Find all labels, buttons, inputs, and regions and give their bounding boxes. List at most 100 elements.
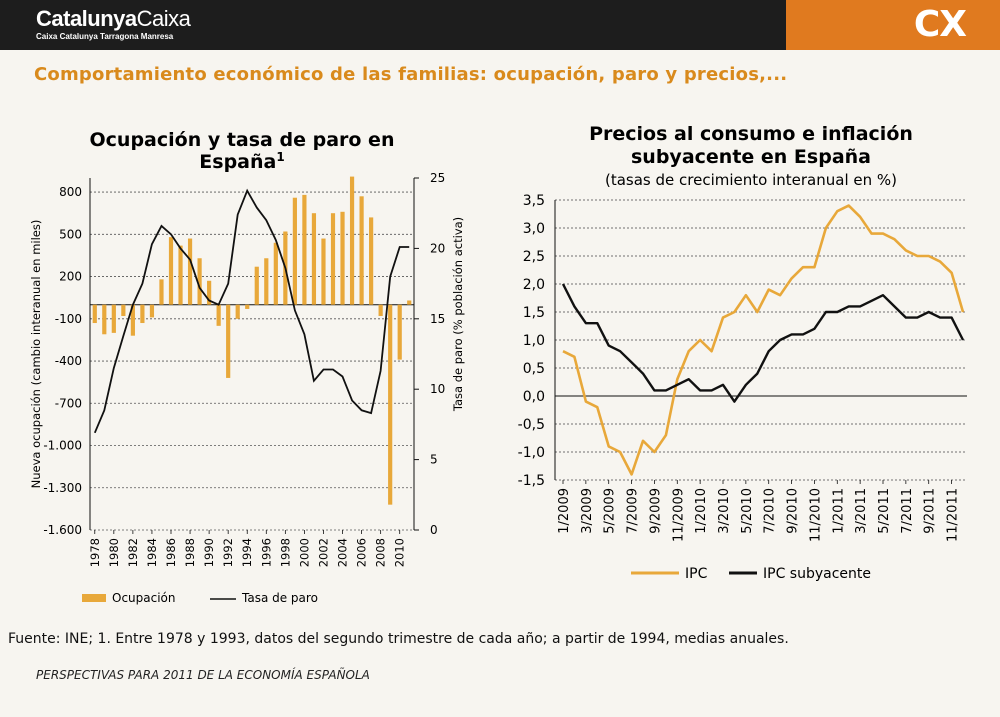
chart2-xtick-label: 3/2011 xyxy=(854,488,869,534)
chart1-bar-ocupacion xyxy=(254,266,259,305)
chart1-ytick-label: -400 xyxy=(55,354,82,368)
chart2-title-line2: subyacente en España xyxy=(631,146,871,168)
chart2-xtick-label: 5/2009 xyxy=(603,488,618,534)
chart1-xtick-label: 1980 xyxy=(107,538,121,567)
chart1-bar-ocupacion xyxy=(330,213,336,305)
chart1-xtick-label: 1996 xyxy=(259,538,273,567)
chart1-bar-ocupacion xyxy=(159,279,164,305)
chart1-ylabel: Nueva ocupación (cambio interanual en mi… xyxy=(29,220,43,489)
chart2-xtick-label: 7/2011 xyxy=(900,488,915,534)
chart1-y2tick-label: 10 xyxy=(430,382,445,396)
chart2-ytick-label: 2,5 xyxy=(523,249,545,265)
chart1-bar-ocupacion xyxy=(130,304,135,336)
brand-name-bold: Catalunya xyxy=(36,6,137,31)
chart1-bar-ocupacion xyxy=(187,238,193,305)
chart2-ytick-label: -1,0 xyxy=(518,445,545,461)
header-accent-block xyxy=(786,0,1000,50)
chart1-bar-ocupacion xyxy=(121,304,126,316)
brand-name-light: Caixa xyxy=(136,6,191,31)
chart2-xtick-label: 3/2010 xyxy=(717,488,732,534)
chart1-bar-ocupacion xyxy=(216,304,221,326)
chart1-bar-ocupacion xyxy=(226,304,231,378)
chart1-bar-ocupacion xyxy=(302,194,307,305)
chart2-line-ipc-subyacente xyxy=(561,283,965,403)
chart2-line-ipc xyxy=(562,204,965,476)
chart1-bar-ocupacion xyxy=(140,304,145,324)
chart1-bar-ocupacion xyxy=(397,304,402,360)
chart1-xtick-label: 1994 xyxy=(240,538,254,567)
chart1-bar-ocupacion xyxy=(92,304,97,324)
chart2-xtick-label: 11/2009 xyxy=(671,488,686,542)
chart1-bar-ocupacion xyxy=(178,245,183,305)
chart2-xtick-label: 7/2009 xyxy=(626,488,641,534)
chart2-xtick-label: 11/2011 xyxy=(946,488,961,542)
chart1-xtick-label: 2010 xyxy=(393,538,407,567)
chart2-ytick-label: 0,5 xyxy=(523,361,545,377)
page-title: Comportamiento económico de las familias… xyxy=(34,64,788,85)
chart1-bar-ocupacion xyxy=(111,304,116,333)
chart2-xtick-label: 9/2011 xyxy=(923,488,938,534)
chart2-ytick-label: -0,5 xyxy=(518,417,545,433)
chart1-y2tick-label: 15 xyxy=(430,312,445,326)
chart1-xtick-label: 1982 xyxy=(126,538,140,567)
chart1-bar-ocupacion xyxy=(264,258,269,305)
chart1-bar-ocupacion xyxy=(340,211,345,305)
chart1-bar-ocupacion xyxy=(349,176,355,305)
chart1-xtick-label: 2002 xyxy=(316,538,330,567)
chart1-bar-ocupacion xyxy=(197,258,202,305)
chart1-bar-ocupacion xyxy=(292,197,297,305)
chart1-xtick-label: 1998 xyxy=(278,538,292,567)
chart1-bar-ocupacion xyxy=(378,304,383,316)
chart1-ytick-label: -700 xyxy=(55,396,82,410)
chart1-xtick-label: 1988 xyxy=(183,538,197,567)
chart1-bar-ocupacion xyxy=(407,300,412,305)
chart1-ytick-label: -100 xyxy=(55,312,82,326)
chart2-xtick-label: 7/2010 xyxy=(763,488,778,534)
chart1-y2tick-label: 5 xyxy=(430,453,438,467)
chart1-ytick-label: -1.600 xyxy=(43,523,82,537)
chart-precios-inflacion: Precios al consumo e inflación subyacent… xyxy=(518,123,967,582)
chart1-y2tick-label: 25 xyxy=(430,171,445,185)
chart1-xtick-label: 2008 xyxy=(374,538,388,567)
cx-logo: CX xyxy=(913,4,967,45)
chart1-xtick-label: 1978 xyxy=(88,538,102,567)
chart1-y2label: Tasa de paro (% población activa) xyxy=(451,217,465,412)
chart2-ytick-label: 3,5 xyxy=(523,193,545,209)
chart2-xtick-label: 9/2010 xyxy=(786,488,801,534)
chart1-bar-ocupacion xyxy=(388,304,393,505)
chart1-line-tasa-paro xyxy=(93,188,410,434)
footer-text: PERSPECTIVAS PARA 2011 DE LA ECONOMÍA ES… xyxy=(36,668,370,682)
chart1-bar-ocupacion xyxy=(235,304,240,319)
chart-ocupacion-paro: Ocupación y tasa de paro en España1 800 5… xyxy=(29,129,465,605)
chart2-ytick-label: 2,0 xyxy=(523,277,545,293)
chart1-xtick-label: 1990 xyxy=(202,538,216,567)
chart2-xtick-label: 3/2009 xyxy=(580,488,595,534)
chart1-ytick-label: -1.300 xyxy=(43,481,82,495)
chart2-ytick-label: 1,5 xyxy=(523,305,545,321)
chart1-bar-ocupacion xyxy=(311,213,317,305)
chart1-xtick-label: 1986 xyxy=(164,538,178,567)
chart1-title-line1: Ocupación y tasa de paro en xyxy=(90,129,395,151)
chart1-bar-ocupacion xyxy=(321,238,326,305)
chart2-ytick-label: -1,5 xyxy=(518,473,545,489)
source-footnote: Fuente: INE; 1. Entre 1978 y 1993, datos… xyxy=(8,631,789,647)
brand-logo: CatalunyaCaixa Caixa Catalunya Tarragona… xyxy=(36,6,191,41)
chart1-ytick-label: 500 xyxy=(59,227,82,241)
chart2-ytick-label: 0,0 xyxy=(523,389,545,405)
chart2-xtick-label: 1/2010 xyxy=(694,488,709,534)
chart1-bar-ocupacion xyxy=(273,242,278,305)
chart1-bar-ocupacion xyxy=(102,304,107,335)
chart1-ytick-label: 800 xyxy=(59,185,82,199)
chart1-bar-ocupacion xyxy=(369,217,374,305)
chart1-bar-ocupacion xyxy=(149,304,155,318)
chart1-xtick-label: 2004 xyxy=(336,538,350,567)
chart2-xtick-label: 1/2009 xyxy=(557,488,572,534)
chart1-ytick-label: 200 xyxy=(59,270,82,284)
chart2-xtick-label: 1/2011 xyxy=(831,488,846,534)
chart2-legend-label-subyacente: IPC subyacente xyxy=(763,566,871,582)
chart1-xtick-label: 2006 xyxy=(355,538,369,567)
chart2-xtick-label: 5/2010 xyxy=(740,488,755,534)
chart1-xtick-label: 1984 xyxy=(145,538,159,567)
chart2-ytick-label: 1,0 xyxy=(523,333,545,349)
chart1-title-line2: España1 xyxy=(199,150,284,173)
